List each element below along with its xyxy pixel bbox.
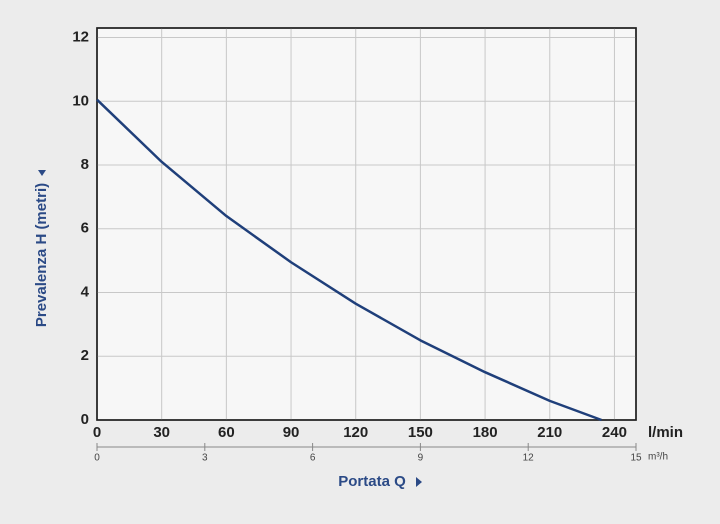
y-tick-label: 6 xyxy=(81,220,89,237)
y-tick-label: 4 xyxy=(81,283,90,300)
x-tick-label: 30 xyxy=(153,424,170,441)
y-axis-label: Prevalenza H (metri) xyxy=(33,183,50,327)
x-tick-label: 90 xyxy=(283,424,300,441)
x-tick-label: 240 xyxy=(602,424,627,441)
x-tick-label: 210 xyxy=(537,424,562,441)
x-axis-label: Portata Q xyxy=(338,473,406,490)
x2-tick-label: 9 xyxy=(418,453,424,464)
x2-tick-label: 3 xyxy=(202,453,208,464)
x2-tick-label: 12 xyxy=(523,453,535,464)
y-tick-label: 10 xyxy=(72,92,89,109)
x-tick-label: 60 xyxy=(218,424,235,441)
x-tick-label: 150 xyxy=(408,424,433,441)
plot-frame xyxy=(96,27,637,421)
x-tick-label: 120 xyxy=(343,424,368,441)
x2-unit: m³/h xyxy=(648,452,668,463)
x2-tick-label: 0 xyxy=(94,453,100,464)
x-label-arrow xyxy=(416,477,422,487)
x-tick-label: 180 xyxy=(473,424,498,441)
y-tick-label: 2 xyxy=(81,347,89,364)
curve xyxy=(96,98,602,422)
y-tick-label: 8 xyxy=(81,156,89,173)
y-tick-label: 0 xyxy=(81,411,89,428)
y-label-arrow xyxy=(38,170,46,176)
x2-tick-label: 6 xyxy=(310,453,316,464)
x2-tick-label: 15 xyxy=(630,453,642,464)
x-tick-label: 0 xyxy=(93,424,101,441)
y-tick-label: 12 xyxy=(72,29,89,46)
x-unit: l/min xyxy=(648,424,683,441)
plot-area xyxy=(96,27,637,421)
